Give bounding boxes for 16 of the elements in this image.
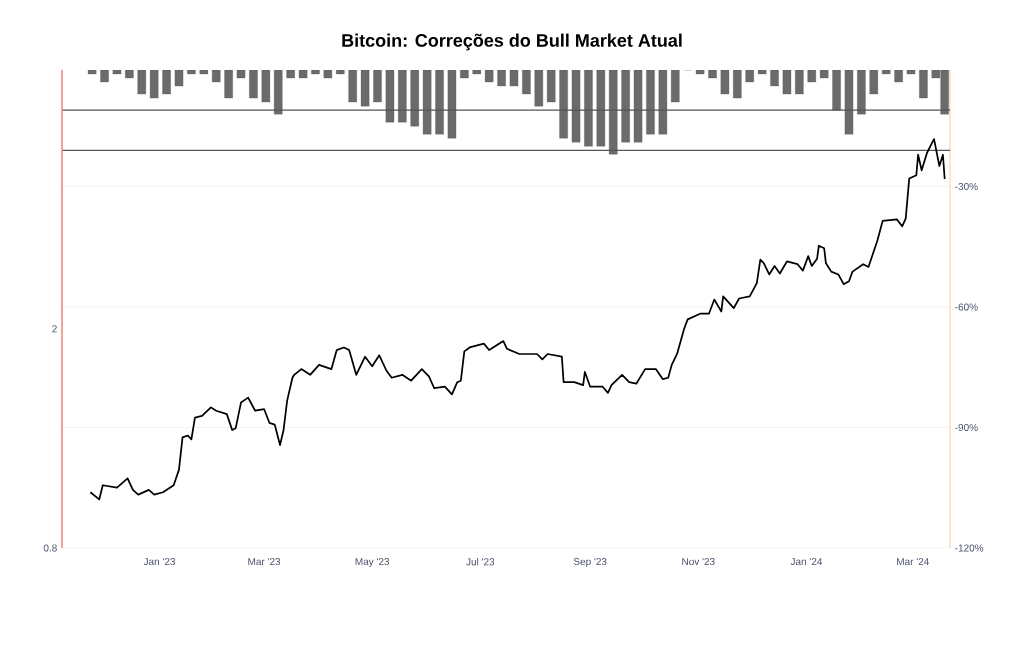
line-series [89, 138, 946, 501]
y2-tick-label: -90% [955, 423, 978, 432]
x-tick-label: Jan '24 [790, 558, 823, 566]
y2-tick-label: -30% [955, 182, 978, 191]
y2-tick-label: -120% [955, 544, 984, 552]
x-tick-label: Nov '23 [682, 558, 715, 566]
x-tick-label: Jul '23 [466, 558, 495, 566]
x-tick-label: Jan '23 [143, 558, 176, 566]
x-tick-label: Mar '24 [897, 558, 929, 566]
chart-title: Bitcoin: Correções do Bull Market Atual [342, 33, 682, 51]
x-tick-label: May '23 [355, 558, 390, 568]
x-tick-label: Mar '23 [248, 558, 281, 566]
y2-tick-label: -60% [955, 303, 978, 311]
y-tick-label: 2 [52, 325, 57, 333]
x-tick-label: Sep '23 [573, 558, 607, 568]
y-tick-label: 0.8 [43, 544, 57, 552]
